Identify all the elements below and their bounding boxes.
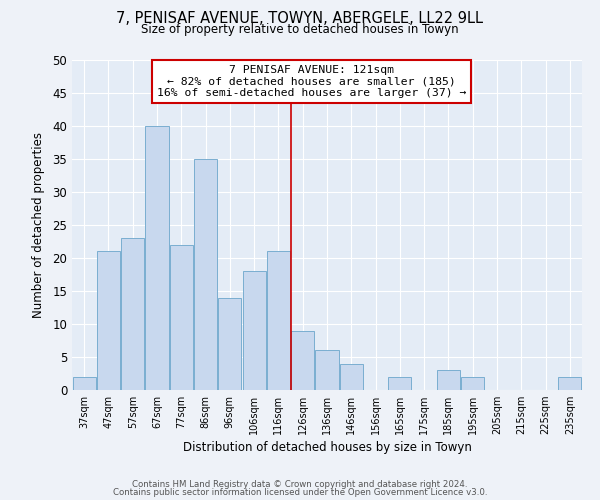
Bar	[73, 377, 95, 390]
Bar	[121, 238, 144, 390]
Text: Contains HM Land Registry data © Crown copyright and database right 2024.: Contains HM Land Registry data © Crown c…	[132, 480, 468, 489]
Bar	[437, 370, 460, 390]
Bar	[291, 330, 314, 390]
Bar	[170, 245, 193, 390]
Bar	[559, 377, 581, 390]
Bar	[267, 252, 290, 390]
Bar	[316, 350, 338, 390]
Text: 7 PENISAF AVENUE: 121sqm
← 82% of detached houses are smaller (185)
16% of semi-: 7 PENISAF AVENUE: 121sqm ← 82% of detach…	[157, 65, 466, 98]
Text: Size of property relative to detached houses in Towyn: Size of property relative to detached ho…	[141, 22, 459, 36]
Text: 7, PENISAF AVENUE, TOWYN, ABERGELE, LL22 9LL: 7, PENISAF AVENUE, TOWYN, ABERGELE, LL22…	[116, 11, 484, 26]
Bar	[145, 126, 169, 390]
Bar	[194, 159, 217, 390]
Bar	[97, 252, 120, 390]
Bar	[242, 271, 266, 390]
Bar	[218, 298, 241, 390]
Bar	[388, 377, 412, 390]
Text: Contains public sector information licensed under the Open Government Licence v3: Contains public sector information licen…	[113, 488, 487, 497]
Bar	[461, 377, 484, 390]
Bar	[340, 364, 363, 390]
X-axis label: Distribution of detached houses by size in Towyn: Distribution of detached houses by size …	[182, 442, 472, 454]
Y-axis label: Number of detached properties: Number of detached properties	[32, 132, 46, 318]
